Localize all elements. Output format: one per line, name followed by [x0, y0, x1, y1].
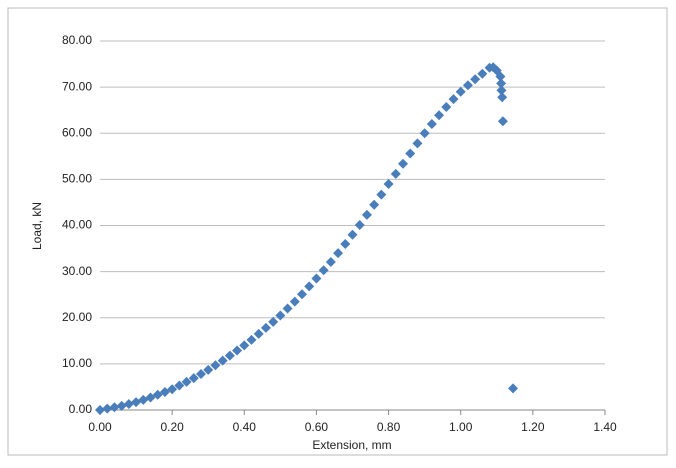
data-point — [462, 80, 473, 91]
data-point — [508, 383, 519, 394]
y-tick-label: 30.00 — [62, 264, 92, 278]
data-point — [347, 229, 358, 240]
data-point — [304, 281, 315, 292]
data-point — [210, 360, 221, 371]
data-point — [217, 355, 228, 366]
data-point — [448, 94, 459, 105]
data-point — [496, 78, 507, 89]
x-tick-label: 1.00 — [449, 420, 473, 434]
y-tick-label: 0.00 — [69, 402, 93, 416]
data-point — [441, 101, 452, 112]
data-point — [253, 328, 264, 339]
data-point — [383, 178, 394, 189]
data-point — [260, 322, 271, 333]
data-point — [224, 350, 235, 361]
data-point — [470, 74, 481, 85]
data-point — [340, 238, 351, 249]
data-point — [311, 273, 322, 284]
x-tick-label: 0.60 — [305, 420, 329, 434]
data-point — [318, 265, 329, 276]
data-point — [239, 340, 250, 351]
data-point — [246, 334, 257, 345]
y-tick-label: 10.00 — [62, 356, 92, 370]
y-axis-title: Load, kN — [30, 202, 44, 250]
data-point — [497, 92, 508, 103]
data-point — [232, 345, 243, 356]
data-point — [405, 148, 416, 159]
data-point — [196, 369, 206, 380]
data-point — [109, 402, 120, 413]
y-tick-label: 40.00 — [62, 218, 92, 232]
data-point — [419, 128, 430, 139]
y-tick-label: 60.00 — [62, 125, 92, 139]
x-tick-label: 0.40 — [233, 420, 257, 434]
data-point — [297, 289, 307, 300]
data-point — [496, 85, 507, 96]
y-tick-label: 50.00 — [62, 172, 92, 186]
data-point — [174, 380, 185, 391]
x-tick-label: 1.40 — [593, 420, 617, 434]
data-point — [116, 400, 127, 411]
x-tick-label: 0.80 — [377, 420, 401, 434]
data-point — [495, 71, 506, 82]
data-point — [282, 303, 293, 314]
data-point — [333, 248, 344, 259]
x-tick-label: 0.20 — [160, 420, 184, 434]
data-point — [361, 209, 372, 220]
data-point — [497, 116, 508, 127]
chart-frame — [7, 7, 668, 456]
data-point — [123, 399, 134, 410]
data-point — [412, 138, 423, 149]
data-point — [289, 296, 300, 307]
data-point — [188, 373, 199, 384]
data-point — [325, 256, 336, 267]
y-tick-label: 20.00 — [62, 310, 92, 324]
y-tick-label: 70.00 — [62, 79, 92, 93]
data-point — [369, 199, 380, 210]
data-point — [455, 86, 466, 97]
y-tick-label: 80.00 — [62, 33, 92, 47]
data-point — [426, 119, 437, 130]
data-point — [376, 189, 387, 200]
data-point — [398, 158, 408, 169]
x-axis-title: Extension, mm — [312, 438, 391, 452]
data-point — [95, 405, 105, 415]
data-point — [102, 403, 113, 414]
data-point — [203, 364, 214, 375]
data-point — [268, 316, 279, 327]
data-point — [167, 384, 178, 395]
data-point — [354, 220, 365, 231]
data-point — [434, 110, 445, 121]
data-point — [181, 376, 192, 387]
data-point — [390, 168, 401, 179]
x-tick-label: 1.20 — [521, 420, 545, 434]
data-point — [275, 310, 286, 321]
data-point — [477, 68, 488, 79]
x-tick-label: 0.00 — [88, 420, 112, 434]
